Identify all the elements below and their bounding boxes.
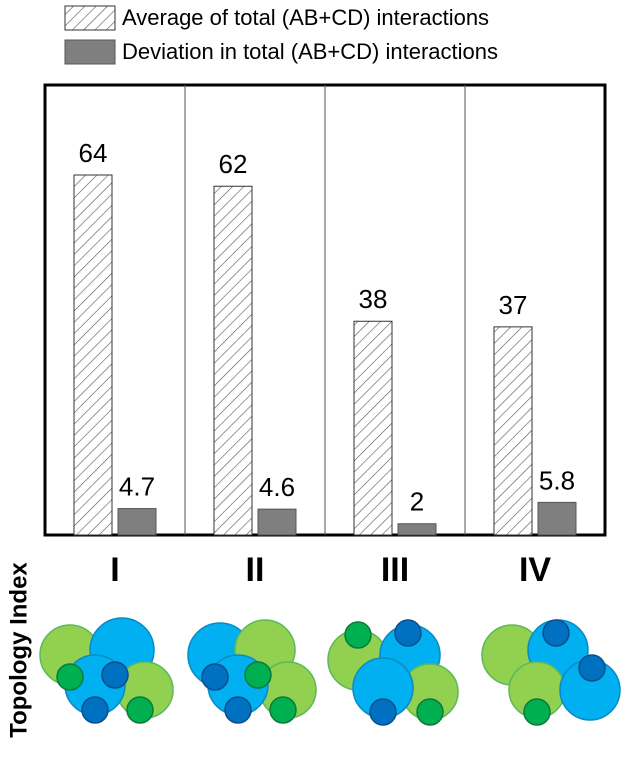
data-label: 62 (219, 149, 248, 179)
y-axis-label: Topology Index (5, 562, 32, 738)
bar (537, 501, 577, 536)
bar (353, 320, 393, 536)
x-tick-label: III (381, 551, 409, 589)
bar (117, 508, 157, 536)
legend-swatch (64, 5, 116, 31)
data-label: 64 (79, 138, 108, 168)
data-label: 4.6 (259, 472, 295, 502)
bar (73, 174, 113, 536)
x-tick-label: IV (519, 551, 551, 589)
topology-icon (187, 619, 317, 724)
bar (397, 523, 437, 536)
topology-icon (481, 619, 621, 726)
x-tick-label: I (110, 551, 119, 589)
bar (493, 326, 533, 536)
legend-label: Deviation in total (AB+CD) interactions (122, 39, 498, 64)
data-label: 5.8 (539, 465, 575, 495)
legend-label: Average of total (AB+CD) interactions (122, 5, 489, 30)
data-label: 37 (499, 290, 528, 320)
legend-swatch (64, 39, 116, 65)
x-tick-label: II (246, 551, 265, 589)
topology-icon (327, 619, 459, 726)
data-label: 4.7 (119, 471, 155, 501)
data-label: 2 (410, 487, 424, 517)
topology-icon (39, 617, 174, 724)
bar (213, 185, 253, 536)
bar (257, 508, 297, 536)
data-label: 38 (359, 284, 388, 314)
